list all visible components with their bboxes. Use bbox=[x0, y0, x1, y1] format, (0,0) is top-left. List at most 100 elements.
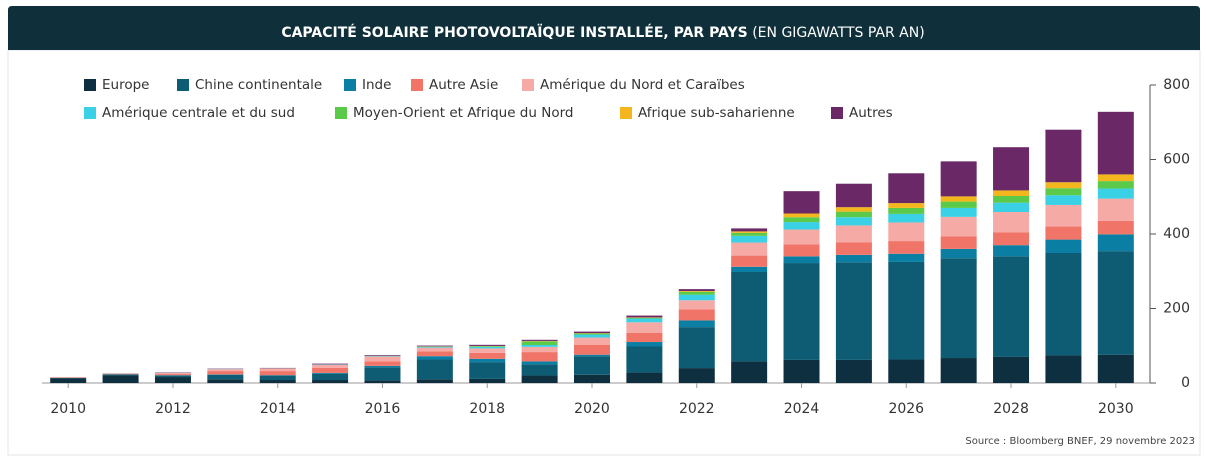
bar-segment bbox=[154, 377, 191, 383]
bar-segment bbox=[1045, 195, 1082, 205]
bar-segment bbox=[312, 373, 349, 381]
bar-segment bbox=[678, 300, 715, 310]
legend-swatch bbox=[177, 79, 189, 91]
bar-segment bbox=[102, 375, 139, 383]
bar-segment bbox=[940, 248, 977, 259]
bar-segment bbox=[154, 372, 191, 375]
bar-segment bbox=[259, 380, 296, 383]
bar-segment bbox=[993, 147, 1030, 191]
bar-segment bbox=[1045, 188, 1082, 196]
bar-segment bbox=[312, 363, 349, 365]
bar-segment bbox=[1045, 204, 1082, 227]
bar-segment bbox=[259, 368, 296, 372]
bar-segment bbox=[416, 351, 453, 357]
bar-segment bbox=[364, 365, 401, 368]
legend-label: Moyen-Orient et Afrique du Nord bbox=[353, 105, 573, 121]
bar-segment bbox=[469, 352, 506, 359]
bar-segment bbox=[102, 374, 139, 376]
bar-segment bbox=[783, 213, 820, 218]
bar-segment bbox=[469, 358, 506, 363]
bar-segment bbox=[678, 294, 715, 301]
bar-segment bbox=[416, 346, 453, 348]
bar-segment bbox=[888, 207, 925, 214]
bar-segment bbox=[731, 235, 768, 243]
bar-segment bbox=[1045, 226, 1082, 240]
bar-segment bbox=[207, 371, 244, 375]
x-tick-label: 2010 bbox=[50, 401, 86, 417]
bar-segment bbox=[1045, 252, 1082, 356]
legend-swatch bbox=[522, 79, 534, 91]
legend-label: Amérique du Nord et Caraïbes bbox=[540, 77, 745, 93]
bar-segment bbox=[469, 348, 506, 353]
bar-segment bbox=[416, 356, 453, 360]
x-tick-label: 2024 bbox=[784, 401, 820, 417]
bar-segment bbox=[783, 256, 820, 264]
x-tick-label: 2028 bbox=[993, 401, 1029, 417]
bar-segment bbox=[940, 201, 977, 208]
bar-segment bbox=[835, 359, 872, 383]
bar-segment bbox=[574, 334, 610, 338]
x-tick-label: 2030 bbox=[1098, 401, 1134, 417]
bar-segment bbox=[521, 361, 558, 365]
bar-segment bbox=[835, 242, 872, 255]
bar-segment bbox=[416, 345, 453, 347]
y-tick-label: 800 bbox=[1163, 77, 1190, 93]
bar-segment bbox=[259, 371, 296, 376]
bar-segment bbox=[835, 183, 872, 208]
bar-segment bbox=[259, 375, 296, 381]
bar-segment bbox=[888, 203, 925, 208]
bar-segment bbox=[993, 232, 1030, 246]
bar-segment bbox=[207, 374, 244, 380]
bar-segment bbox=[783, 229, 820, 245]
bar-segment bbox=[678, 289, 715, 291]
bar-segment bbox=[993, 190, 1030, 197]
bar-segment bbox=[574, 333, 610, 335]
bar-segment bbox=[940, 216, 977, 237]
bar-segment bbox=[154, 374, 191, 376]
bar-segment bbox=[626, 322, 663, 333]
bar-segment bbox=[783, 244, 820, 257]
bar-segment bbox=[888, 261, 925, 360]
chart-subtitle: (EN GIGAWATTS PAR AN) bbox=[752, 25, 924, 41]
bar-segment bbox=[940, 207, 977, 217]
bar-segment bbox=[521, 364, 558, 376]
bar-segment bbox=[207, 379, 244, 383]
bar-segment bbox=[416, 359, 453, 380]
bar-segment bbox=[521, 345, 558, 347]
bar-segment bbox=[835, 211, 872, 218]
bar-segment bbox=[993, 202, 1030, 213]
bar-segment bbox=[993, 196, 1030, 203]
legend-label: Chine continentale bbox=[195, 77, 322, 93]
x-tick-label: 2026 bbox=[888, 401, 924, 417]
x-tick-label: 2020 bbox=[574, 401, 610, 417]
bar-segment bbox=[364, 356, 401, 362]
bar-segment bbox=[1097, 220, 1134, 235]
bar-segment bbox=[364, 361, 401, 366]
bar-segment bbox=[626, 372, 663, 383]
bar-segment bbox=[521, 352, 558, 362]
bar-segment bbox=[731, 271, 768, 362]
legend-label: Amérique centrale et du sud bbox=[102, 105, 295, 121]
bar-segment bbox=[783, 263, 820, 360]
bar-segment bbox=[416, 379, 453, 383]
y-tick-label: 200 bbox=[1163, 301, 1190, 317]
legend-swatch bbox=[620, 107, 632, 119]
bar-segment bbox=[783, 222, 820, 230]
bar-segment bbox=[731, 242, 768, 256]
bar-segment bbox=[678, 309, 715, 321]
bar-segment bbox=[1097, 234, 1134, 252]
bar-segment bbox=[940, 236, 977, 249]
bar-segment bbox=[888, 173, 925, 204]
bar-segment bbox=[731, 232, 768, 236]
bar-segment bbox=[888, 222, 925, 242]
bar-segment bbox=[835, 225, 872, 243]
y-tick-label: 400 bbox=[1163, 226, 1190, 242]
bar-segment bbox=[940, 358, 977, 383]
bar-segment bbox=[521, 375, 558, 383]
bar-segment bbox=[731, 231, 768, 233]
x-tick-label: 2022 bbox=[679, 401, 715, 417]
y-tick-label: 600 bbox=[1163, 152, 1190, 168]
title-group: CAPACITÉ SOLAIRE PHOTOVOLTAÏQUE INSTALLÉ… bbox=[281, 24, 924, 41]
bar-segment bbox=[993, 256, 1030, 357]
legend-swatch bbox=[831, 107, 843, 119]
